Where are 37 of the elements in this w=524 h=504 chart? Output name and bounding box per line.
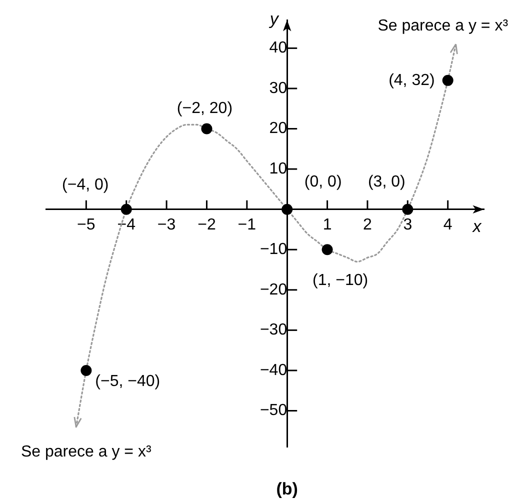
annotation: (−4, 0)	[62, 176, 109, 194]
x-tick-label: 3	[403, 216, 412, 234]
point	[201, 123, 212, 134]
y-tick-label: −20	[260, 281, 288, 298]
annotation: (1, −10)	[312, 272, 368, 290]
point	[442, 74, 454, 86]
text: (b)	[276, 480, 298, 499]
x-tick-label: 2	[363, 216, 372, 234]
x-tick-label: 1	[322, 216, 332, 234]
annotation: (0, 0)	[304, 174, 342, 191]
x-tick-label: −1	[238, 216, 256, 234]
y-tick-label: 40	[269, 40, 288, 57]
x-tick-label: 4	[443, 216, 452, 234]
annotation: Se parece a y = x³	[20, 443, 152, 460]
x-tick-label: −2	[198, 216, 216, 234]
point	[322, 244, 333, 256]
y-tick-label: −40	[260, 362, 288, 379]
y-tick-label: 30	[269, 80, 288, 97]
x-axis-title: x	[472, 217, 482, 236]
annotation: (−2, 20)	[176, 100, 233, 118]
y-axis-title: y	[268, 10, 280, 29]
point	[80, 364, 92, 376]
point	[120, 204, 132, 215]
point	[282, 204, 293, 215]
x-tick-label: −5	[77, 216, 96, 234]
point	[402, 204, 414, 215]
annotation: Se parece a y = x³	[378, 18, 509, 35]
annotation: (−5, −40)	[95, 372, 160, 390]
x-tick-label: −3	[157, 216, 176, 234]
y-tick-label: −30	[260, 322, 288, 339]
y-tick-label: −10	[260, 241, 288, 258]
y-tick-label: −50	[260, 402, 288, 420]
y-tick-label: 20	[269, 120, 288, 138]
annotation: (3, 0)	[368, 174, 406, 191]
x-tick-label: −4	[117, 216, 136, 234]
annotation: (4, 32)	[388, 72, 435, 89]
y-tick-label: 10	[269, 160, 288, 178]
